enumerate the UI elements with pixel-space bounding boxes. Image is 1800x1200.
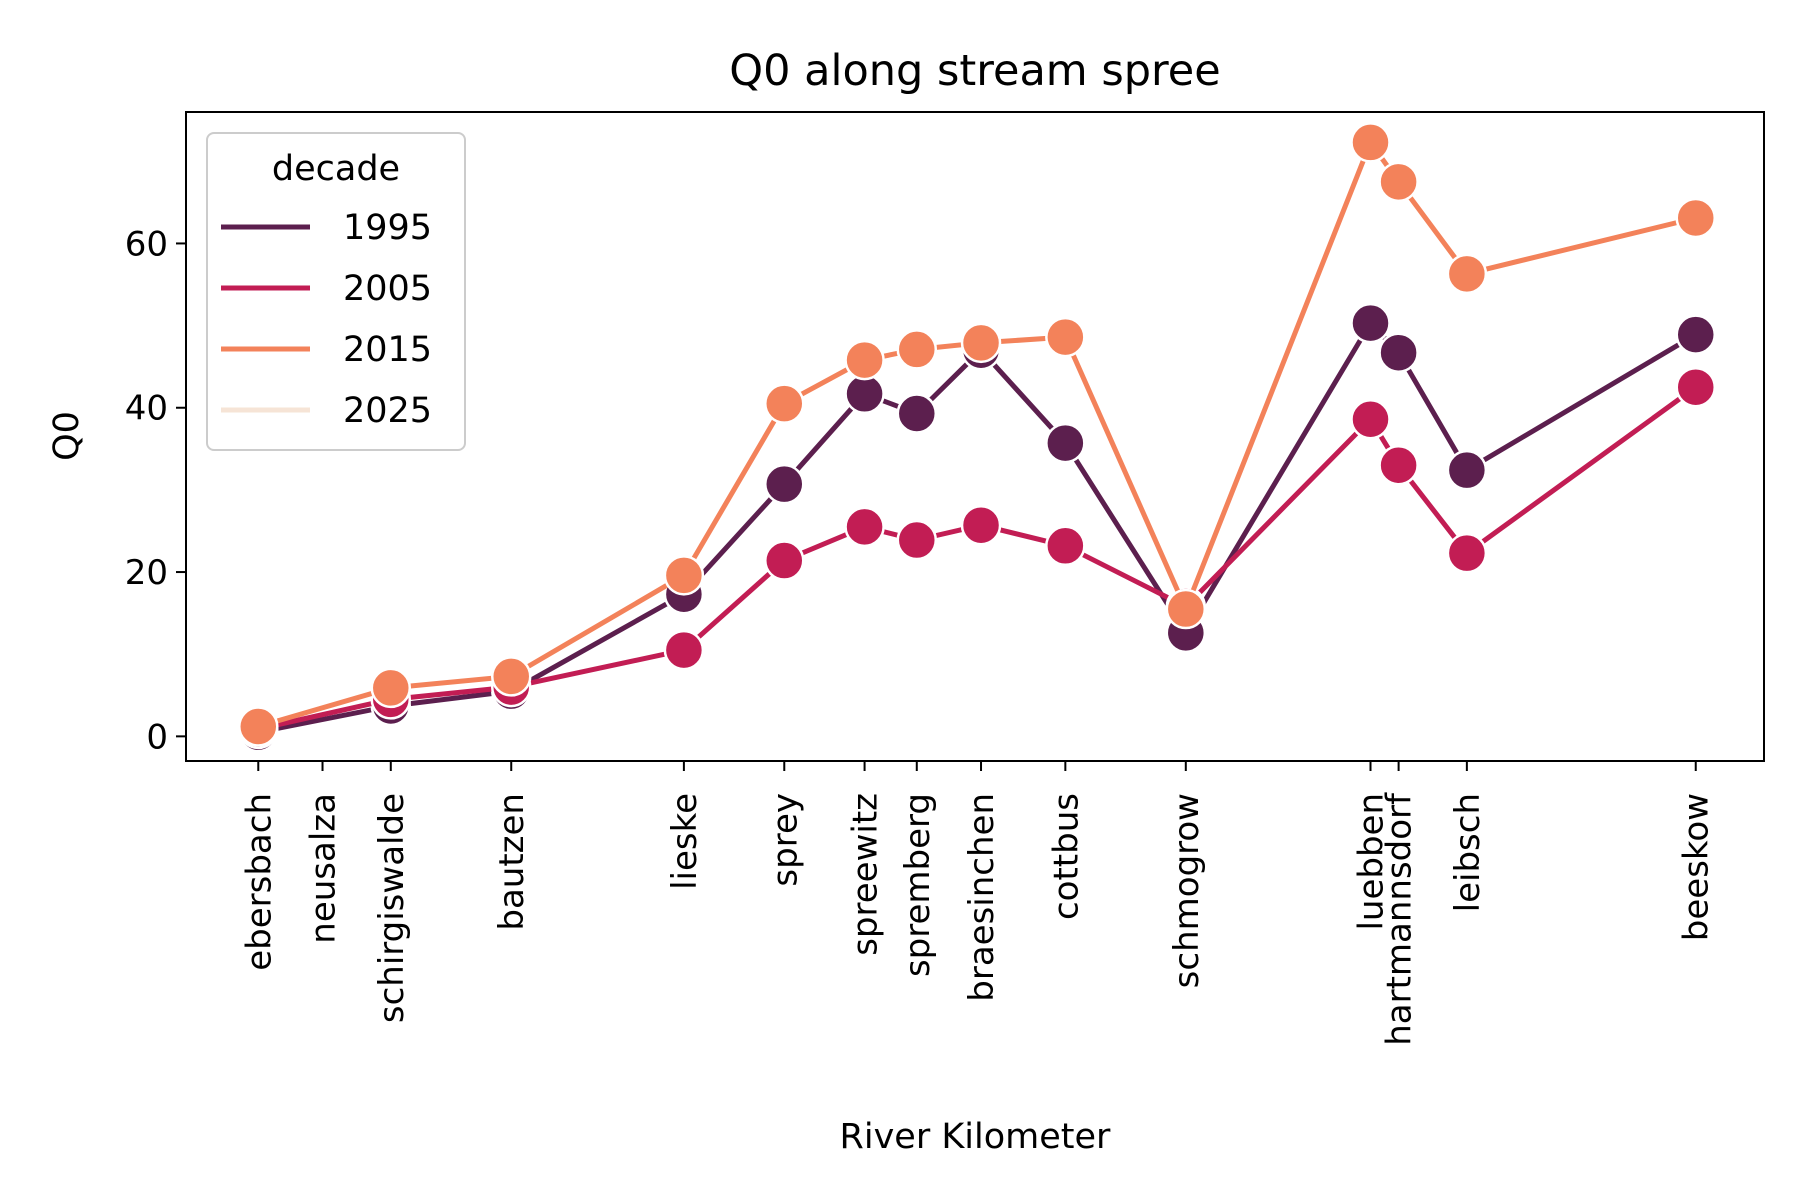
data-point-2005-hartmannsdorf xyxy=(1378,445,1419,486)
data-point-1995-leibsch xyxy=(1446,449,1488,491)
data-point-2015-ebersbach xyxy=(238,706,279,747)
data-point-1995-luebben xyxy=(1350,302,1391,344)
x-tick-label-hartmannsdorf: hartmannsdorf xyxy=(1380,792,1420,1046)
data-point-2015-schmogrow xyxy=(1165,588,1207,630)
data-point-2015-luebben xyxy=(1350,122,1391,163)
x-axis: ebersbach neusalza schirgiswalde bautzen lie… xyxy=(239,761,1717,1046)
plot-frame xyxy=(185,111,1765,762)
legend-entries: 1995 2005 2015 2025 xyxy=(221,208,432,431)
data-point-2015-hartmannsdorf xyxy=(1378,161,1419,203)
y-axis: 0 20 40 60 xyxy=(125,224,186,757)
data-point-1995-spremberg xyxy=(896,393,938,434)
legend-box xyxy=(206,132,466,451)
y-axis-label: Q0 xyxy=(47,411,87,461)
x-tick-label-spreewitz: spreewitz xyxy=(846,793,886,956)
series-group xyxy=(238,122,1716,753)
data-point-2015-sprey xyxy=(764,383,805,424)
legend: decade 1995 2005 2015 2025 xyxy=(206,132,466,451)
x-tick-label-luebben: luebben xyxy=(1352,793,1392,931)
data-point-2015-leibsch xyxy=(1446,253,1488,295)
chart-title: Q0 along stream spree xyxy=(729,46,1220,96)
data-point-2005-sprey xyxy=(764,540,805,581)
data-point-2015-beeskow xyxy=(1675,197,1716,239)
x-tick-label-lieske: lieske xyxy=(665,793,705,890)
data-point-2005-leibsch xyxy=(1446,532,1488,574)
data-point-2005-spremberg xyxy=(896,519,938,561)
x-tick-label-sprey: sprey xyxy=(765,793,805,887)
legend-label-1995: 1995 xyxy=(343,208,432,248)
data-point-2015-bautzen xyxy=(490,656,532,697)
data-point-2015-cottbus xyxy=(1045,316,1086,358)
data-point-1995-spreewitz xyxy=(844,373,885,415)
data-point-2015-braesinchen xyxy=(960,322,1002,364)
x-tick-label-beeskow: beeskow xyxy=(1677,793,1717,941)
legend-label-2015: 2015 xyxy=(343,330,432,370)
x-tick-label-braesinchen: braesinchen xyxy=(962,793,1002,1002)
y-tick-label: 0 xyxy=(146,717,168,757)
y-tick-label: 40 xyxy=(125,389,168,429)
x-axis-label: River Kilometer xyxy=(840,1117,1112,1157)
y-tick-label: 60 xyxy=(125,224,168,264)
data-point-1995-sprey xyxy=(764,463,805,505)
y-tick-label: 20 xyxy=(125,553,168,593)
x-tick-label-ebersbach: ebersbach xyxy=(239,793,279,971)
x-tick-label-bautzen: bautzen xyxy=(492,793,532,931)
x-tick-label-schirgiswalde: schirgiswalde xyxy=(372,793,412,1023)
data-point-2015-spremberg xyxy=(896,329,938,370)
data-point-2005-lieske xyxy=(663,629,705,671)
data-point-2005-braesinchen xyxy=(960,504,1002,546)
data-point-1995-hartmannsdorf xyxy=(1378,332,1419,373)
legend-label-2005: 2005 xyxy=(343,269,432,309)
data-point-1995-cottbus xyxy=(1045,422,1086,464)
data-point-2015-lieske xyxy=(663,555,705,596)
x-tick-label-cottbus: cottbus xyxy=(1046,793,1086,920)
data-point-1995-beeskow xyxy=(1675,314,1716,355)
x-tick-label-leibsch: leibsch xyxy=(1448,793,1488,912)
x-tick-label-schmogrow: schmogrow xyxy=(1167,793,1207,988)
data-point-2005-luebben xyxy=(1350,398,1391,440)
legend-label-2025: 2025 xyxy=(343,391,432,431)
legend-title: decade xyxy=(272,149,400,189)
data-point-2015-schirgiswalde xyxy=(370,667,412,709)
data-point-2005-spreewitz xyxy=(844,506,885,548)
x-tick-label-spremberg: spremberg xyxy=(898,793,938,977)
series-2015 xyxy=(238,122,1716,747)
data-point-2005-beeskow xyxy=(1675,366,1716,408)
data-point-2015-spreewitz xyxy=(844,339,885,381)
data-point-2005-cottbus xyxy=(1045,525,1086,567)
x-tick-label-neusalza: neusalza xyxy=(304,793,344,944)
